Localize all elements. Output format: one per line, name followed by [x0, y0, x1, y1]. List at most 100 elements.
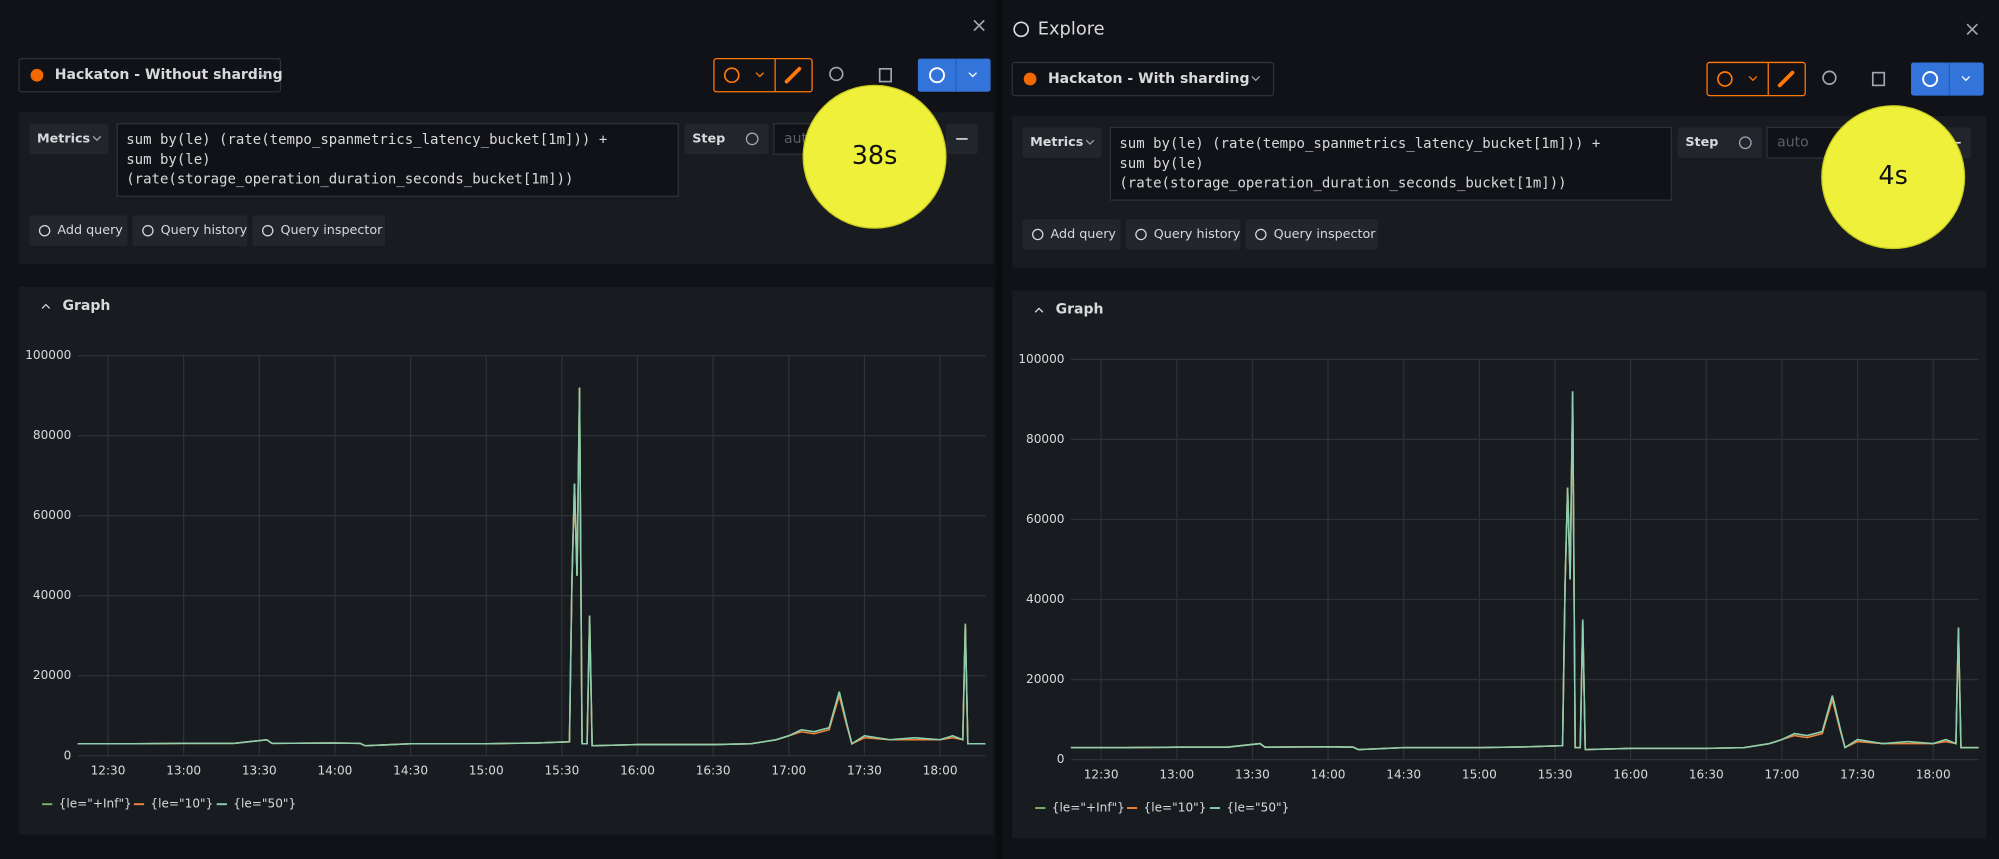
- x-tick-label: 15:30: [544, 764, 579, 778]
- clock-icon: [723, 67, 740, 84]
- clock-icon: [1717, 71, 1733, 87]
- query-line: sum by(le) (rate(tempo_spanmetrics_laten…: [126, 132, 607, 148]
- chevron: [755, 72, 765, 78]
- action-label: Add query: [57, 223, 123, 238]
- info-icon: [745, 132, 759, 146]
- legend-label[interactable]: {le="10"}: [150, 797, 213, 811]
- series-line: [77, 387, 986, 747]
- chevron: [1085, 139, 1095, 145]
- y-tick-label: 60000: [1026, 512, 1064, 526]
- graph-title: Graph: [62, 298, 110, 314]
- query-type-button[interactable]: [29, 123, 109, 155]
- timer-label: 4s: [1878, 161, 1908, 191]
- graph-panel: [1012, 290, 1987, 839]
- action-button[interactable]: [1125, 219, 1241, 250]
- x-tick-label: 14:00: [1311, 767, 1346, 781]
- legend-label[interactable]: {le="50"}: [1226, 801, 1289, 815]
- timer-badge: [802, 84, 947, 229]
- timer-badge: [1821, 105, 1966, 250]
- action-button[interactable]: [1245, 219, 1379, 250]
- action-icon: [38, 224, 51, 237]
- action-label: Query inspector: [1274, 227, 1377, 242]
- action-button[interactable]: [29, 215, 128, 246]
- action-icon: [142, 224, 154, 237]
- x-tick-label: 13:00: [166, 764, 201, 778]
- action-button[interactable]: [252, 215, 386, 246]
- chevron: [968, 72, 978, 78]
- collapse-icon: [1034, 307, 1044, 313]
- x-tick-label: 12:30: [91, 764, 126, 778]
- action-label: Query history: [161, 223, 248, 238]
- action-label: Query inspector: [280, 223, 383, 238]
- chevron: [1748, 76, 1758, 82]
- step-label: Step: [1685, 135, 1718, 150]
- action-button[interactable]: [132, 215, 248, 246]
- close-button[interactable]: [973, 19, 985, 32]
- x-tick-label: 16:30: [1689, 767, 1724, 781]
- y-tick-label: 40000: [33, 588, 71, 602]
- chevron: [258, 72, 267, 78]
- timer-label: 38s: [852, 141, 898, 171]
- delete-icon[interactable]: [1871, 71, 1886, 87]
- datasource-name: Hackaton - With sharding: [1048, 71, 1250, 87]
- legend-label[interactable]: {le="10"}: [1144, 801, 1207, 815]
- y-tick-label: 100000: [25, 348, 71, 362]
- y-tick-label: 0: [1057, 752, 1065, 766]
- query-line: sum by(le): [126, 152, 210, 168]
- run-query-button[interactable]: [917, 58, 991, 92]
- datasource-name: Hackaton - Without sharding: [55, 67, 283, 83]
- step-label: Step: [692, 131, 725, 146]
- action-icon: [1135, 228, 1147, 241]
- datasource-icon: [30, 68, 44, 82]
- x-tick-label: 14:30: [1386, 767, 1421, 781]
- series-line: [1070, 391, 1979, 751]
- x-tick-label: 13:30: [1235, 767, 1270, 781]
- datasource-icon: [1023, 72, 1037, 86]
- run-query-button[interactable]: [1911, 62, 1984, 96]
- time-picker-button[interactable]: [1706, 61, 1806, 97]
- query-line: (rate(storage_operation_duration_seconds…: [1119, 176, 1566, 192]
- zoom-out-icon[interactable]: [1822, 70, 1837, 85]
- legend-label[interactable]: {le="+Inf"}: [59, 797, 132, 811]
- x-tick-label: 13:30: [242, 764, 277, 778]
- datasource-picker[interactable]: [18, 57, 282, 93]
- x-tick-label: 14:00: [318, 764, 353, 778]
- y-tick-label: 100000: [1018, 352, 1064, 366]
- datasource-picker[interactable]: [1011, 61, 1275, 97]
- x-tick-label: 15:00: [1462, 767, 1497, 781]
- x-tick-label: 12:30: [1084, 767, 1119, 781]
- y-tick-label: 80000: [1026, 432, 1064, 446]
- x-tick-label: 14:30: [393, 764, 428, 778]
- query-editor[interactable]: [116, 122, 679, 197]
- delete-icon[interactable]: [878, 67, 892, 83]
- action-label: Query history: [1154, 227, 1241, 242]
- query-type-button[interactable]: [1022, 127, 1102, 159]
- query-line: sum by(le): [1119, 156, 1203, 172]
- action-icon: [1032, 228, 1044, 241]
- explore-icon: [1013, 21, 1030, 38]
- step-label-box: [684, 123, 769, 155]
- x-tick-label: 15:00: [469, 764, 504, 778]
- query-line: sum by(le) (rate(tempo_spanmetrics_laten…: [1119, 136, 1600, 152]
- zoom-out-icon[interactable]: [829, 66, 844, 82]
- query-line: (rate(storage_operation_duration_seconds…: [126, 172, 573, 188]
- step-label-box: [1677, 127, 1762, 159]
- y-tick-label: 60000: [33, 508, 71, 522]
- chevron: [1251, 76, 1261, 82]
- refresh-icon: [929, 67, 945, 84]
- x-tick-label: 17:30: [847, 764, 882, 778]
- legend-label[interactable]: {le="50"}: [233, 797, 296, 811]
- x-tick-label: 17:00: [771, 764, 806, 778]
- query-type: Metrics: [1030, 135, 1083, 150]
- legend-label[interactable]: {le="+Inf"}: [1052, 801, 1125, 815]
- x-tick-label: 16:00: [620, 764, 655, 778]
- chevron: [92, 135, 102, 142]
- action-icon: [1255, 228, 1267, 241]
- x-tick-label: 18:00: [923, 764, 958, 778]
- close-button[interactable]: [1966, 23, 1978, 35]
- time-picker-button[interactable]: [713, 57, 813, 93]
- action-button[interactable]: [1022, 219, 1121, 250]
- y-tick-label: 80000: [33, 428, 71, 442]
- x-tick-label: 17:30: [1840, 767, 1875, 781]
- query-editor[interactable]: [1109, 126, 1672, 201]
